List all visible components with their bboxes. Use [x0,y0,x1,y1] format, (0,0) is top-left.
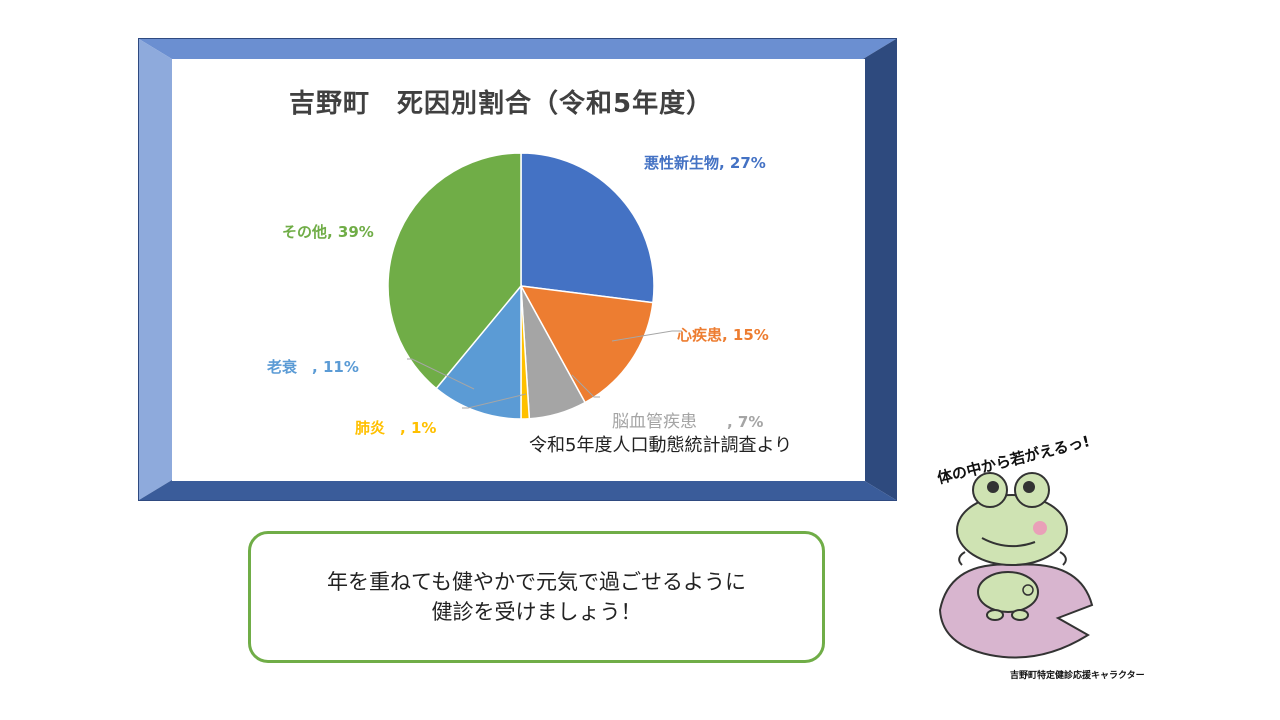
leader-line-senility [407,358,475,390]
data-label-name: 老衰 [267,358,298,376]
chart-frame: 吉野町 死因別割合（令和5年度） 悪性新生物, 27% 心疾患, 15% 脳血管疾患… [138,38,897,501]
slice-heart [519,285,654,404]
mascot-caption: 吉野町特定健診応援キャラクター [1010,671,1145,681]
pie-chart [387,152,682,420]
data-label-senility: 老衰 , 11% [267,356,359,377]
slice-other [387,152,522,390]
data-label-name: 心疾患 [677,326,723,344]
data-label-name: その他 [282,223,328,241]
frame-bevel [139,39,896,500]
data-label-other: その他, 39% [282,221,374,242]
data-label-value: , 7% [727,413,764,431]
data-label-heart: 心疾患, 15% [677,324,769,345]
data-label-name: 肺炎 [355,419,386,437]
leader-line-pneumonia [462,393,527,409]
frog-mascot-illustration [938,472,1094,659]
leader-line-cerebro [571,374,600,398]
source-note: 令和5年度人口動態統計調査より [529,435,793,456]
data-label-value: , 11% [312,358,359,376]
data-label-cerebro: 脳血管疾患 , 7% [612,407,763,432]
message-line-1: 年を重ねても健やかで元気で過ごせるように [327,570,746,594]
slice-malignant [520,152,655,304]
leader-line-heart [611,330,682,342]
data-label-pneumonia: 肺炎 , 1% [355,417,436,438]
data-label-value: , 15% [722,326,769,344]
message-box: 年を重ねても健やかで元気で過ごせるように 健診を受けましょう！ [248,531,825,663]
slice-senility [435,283,522,420]
chart-title: 吉野町 死因別割合（令和5年度） [289,89,714,119]
data-label-value: , 39% [327,223,374,241]
data-label-name: 脳血管疾患 [612,412,697,432]
data-label-malignant: 悪性新生物, 27% [644,152,766,173]
chart-area: 吉野町 死因別割合（令和5年度） 悪性新生物, 27% 心疾患, 15% 脳血管疾患… [172,59,865,481]
data-label-name: 悪性新生物 [644,154,720,172]
data-label-value: , 27% [719,154,766,172]
data-label-value: , 1% [400,419,437,437]
message-line-2: 健診を受けましょう！ [431,600,642,624]
